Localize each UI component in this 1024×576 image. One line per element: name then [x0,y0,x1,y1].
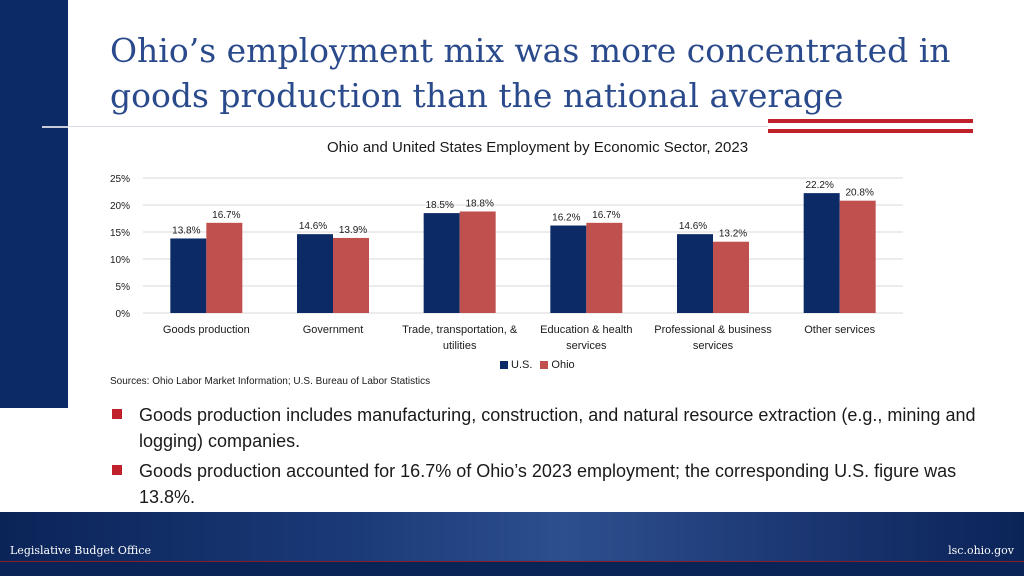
x-tick-label: Professional & business [654,324,772,336]
legend-label-ohio: Ohio [551,359,575,371]
bar-ohio [586,222,623,313]
bullet-list: Goods production includes manufacturing,… [110,402,990,514]
square-bullet-icon [112,465,122,475]
data-label: 22.2% [805,180,833,191]
legend-swatch-us [500,361,508,369]
bar-ohio [713,241,749,313]
legend-label-us: U.S. [511,359,533,371]
data-label: 20.8% [845,188,873,199]
data-label: 18.8% [465,198,493,209]
square-bullet-icon [112,409,122,419]
data-label: 14.6% [299,221,327,232]
data-label: 13.9% [339,225,367,236]
source-note: Sources: Ohio Labor Market Information; … [110,376,431,387]
bar-us [423,213,460,313]
data-label: 16.2% [552,213,580,224]
data-label: 16.7% [212,210,240,221]
x-tick-label: services [566,340,607,352]
data-label: 13.8% [172,225,200,236]
bar-us [677,234,713,313]
footer-website-link[interactable]: lsc.ohio.gov [948,544,1014,557]
bar-ohio [333,237,369,313]
title-rule-left [42,126,68,128]
red-accent-line-top [768,119,973,123]
data-label: 18.5% [425,200,453,211]
left-accent-bar [0,0,68,408]
bar-ohio [206,222,243,313]
chart-title: Ohio and United States Employment by Eco… [326,139,749,156]
legend-swatch-ohio [540,361,549,369]
bar-chart: 0% 5% 10% 15% 20% 25% 13.8% 16.7% Goods producti… [110,174,903,352]
bar-us [170,238,207,313]
chart-legend: U.S. Ohio [500,359,579,371]
red-accent-line-bottom [768,129,973,133]
y-tick-label: 15% [110,228,130,239]
y-tick-label: 25% [110,174,130,185]
footer-banner [0,512,1024,562]
bar-ohio [839,200,876,313]
x-tick-label: utilities [443,340,477,352]
bullet-item: Goods production accounted for 16.7% of … [110,458,990,510]
x-tick-label: Education & health [540,324,632,336]
data-label: 13.2% [719,229,747,240]
y-tick-label: 0% [116,309,131,320]
x-tick-label: services [693,340,734,352]
x-tick-label: Government [303,324,364,336]
title-rule [68,126,768,127]
bullet-text: Goods production accounted for 16.7% of … [139,461,957,507]
y-tick-label: 5% [116,282,131,293]
slide-title: Ohio’s employment mix was more concentra… [110,31,951,115]
bullet-item: Goods production includes manufacturing,… [110,402,990,454]
y-tick-label: 20% [110,201,130,212]
bar-us [803,193,840,313]
bar-us [550,225,587,313]
x-tick-label: Goods production [163,324,250,336]
x-tick-label: Trade, transportation, & [402,324,518,336]
bar-ohio [459,211,496,313]
data-label: 14.6% [679,221,707,232]
data-label: 16.7% [592,210,620,221]
legend-item-us: U.S. [500,359,532,371]
legend-item-ohio: Ohio [540,359,575,371]
y-tick-label: 10% [110,255,130,266]
bullet-text: Goods production includes manufacturing,… [139,405,976,451]
x-tick-label: Other services [804,324,875,336]
footer-org-name: Legislative Budget Office [10,544,151,557]
bar-us [297,234,333,313]
footer-stripe [0,562,1024,576]
